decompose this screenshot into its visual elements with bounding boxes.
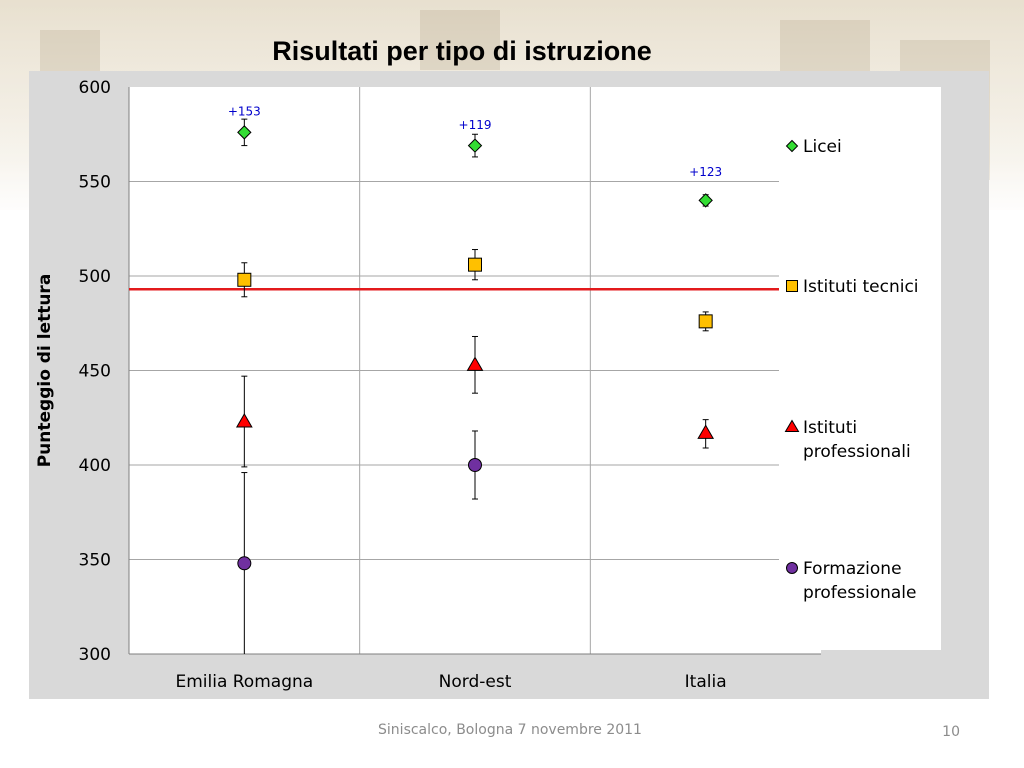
legend-label: professionali	[803, 442, 911, 462]
page-number: 10	[942, 724, 960, 740]
chart-panel: 300 350 400 450 500 550 600 Emilia Romagna Nord-…	[29, 71, 989, 699]
y-tick-label: 450	[79, 362, 111, 382]
slide-footer: Siniscalco, Bologna 7 novembre 2011	[378, 722, 642, 738]
legend-marker	[785, 139, 799, 153]
data-annotation: +119	[459, 118, 492, 132]
y-tick-label: 500	[79, 267, 111, 287]
y-tick-label: 300	[79, 645, 111, 665]
data-point	[237, 125, 252, 140]
x-tick-label: Italia	[685, 672, 727, 692]
x-tick-label: Nord-est	[439, 672, 512, 692]
data-annotation: +153	[228, 105, 261, 119]
data-point	[237, 556, 252, 571]
legend-marker	[786, 562, 798, 574]
data-point	[697, 424, 715, 439]
y-tick-label: 600	[79, 78, 111, 98]
legend-marker	[786, 280, 798, 292]
legend-label: professionale	[803, 583, 916, 603]
data-point	[237, 272, 252, 287]
data-annotation: +123	[689, 165, 722, 179]
legend-label: Formazione	[803, 559, 902, 579]
data-point	[466, 356, 484, 371]
chart: 300 350 400 450 500 550 600 Emilia Romagna Nord-…	[35, 78, 941, 692]
x-tick-label: Emilia Romagna	[175, 672, 313, 692]
y-axis-title: Punteggio di lettura	[35, 274, 55, 468]
data-point	[468, 458, 482, 472]
legend-label: Istituti	[803, 418, 857, 438]
slide-title: Risultati per tipo di istruzione	[272, 36, 652, 66]
data-point	[698, 314, 713, 329]
legend-label: Licei	[803, 137, 842, 157]
data-point	[467, 138, 483, 153]
data-point	[698, 193, 713, 208]
y-tick-label: 400	[79, 456, 111, 476]
y-tick-label: 350	[79, 551, 111, 571]
y-tick-label: 550	[79, 173, 111, 193]
legend-box	[779, 87, 941, 650]
legend-label: Istituti tecnici	[803, 277, 919, 297]
legend-marker	[784, 419, 800, 432]
data-point	[468, 257, 482, 272]
data-point	[235, 413, 253, 428]
